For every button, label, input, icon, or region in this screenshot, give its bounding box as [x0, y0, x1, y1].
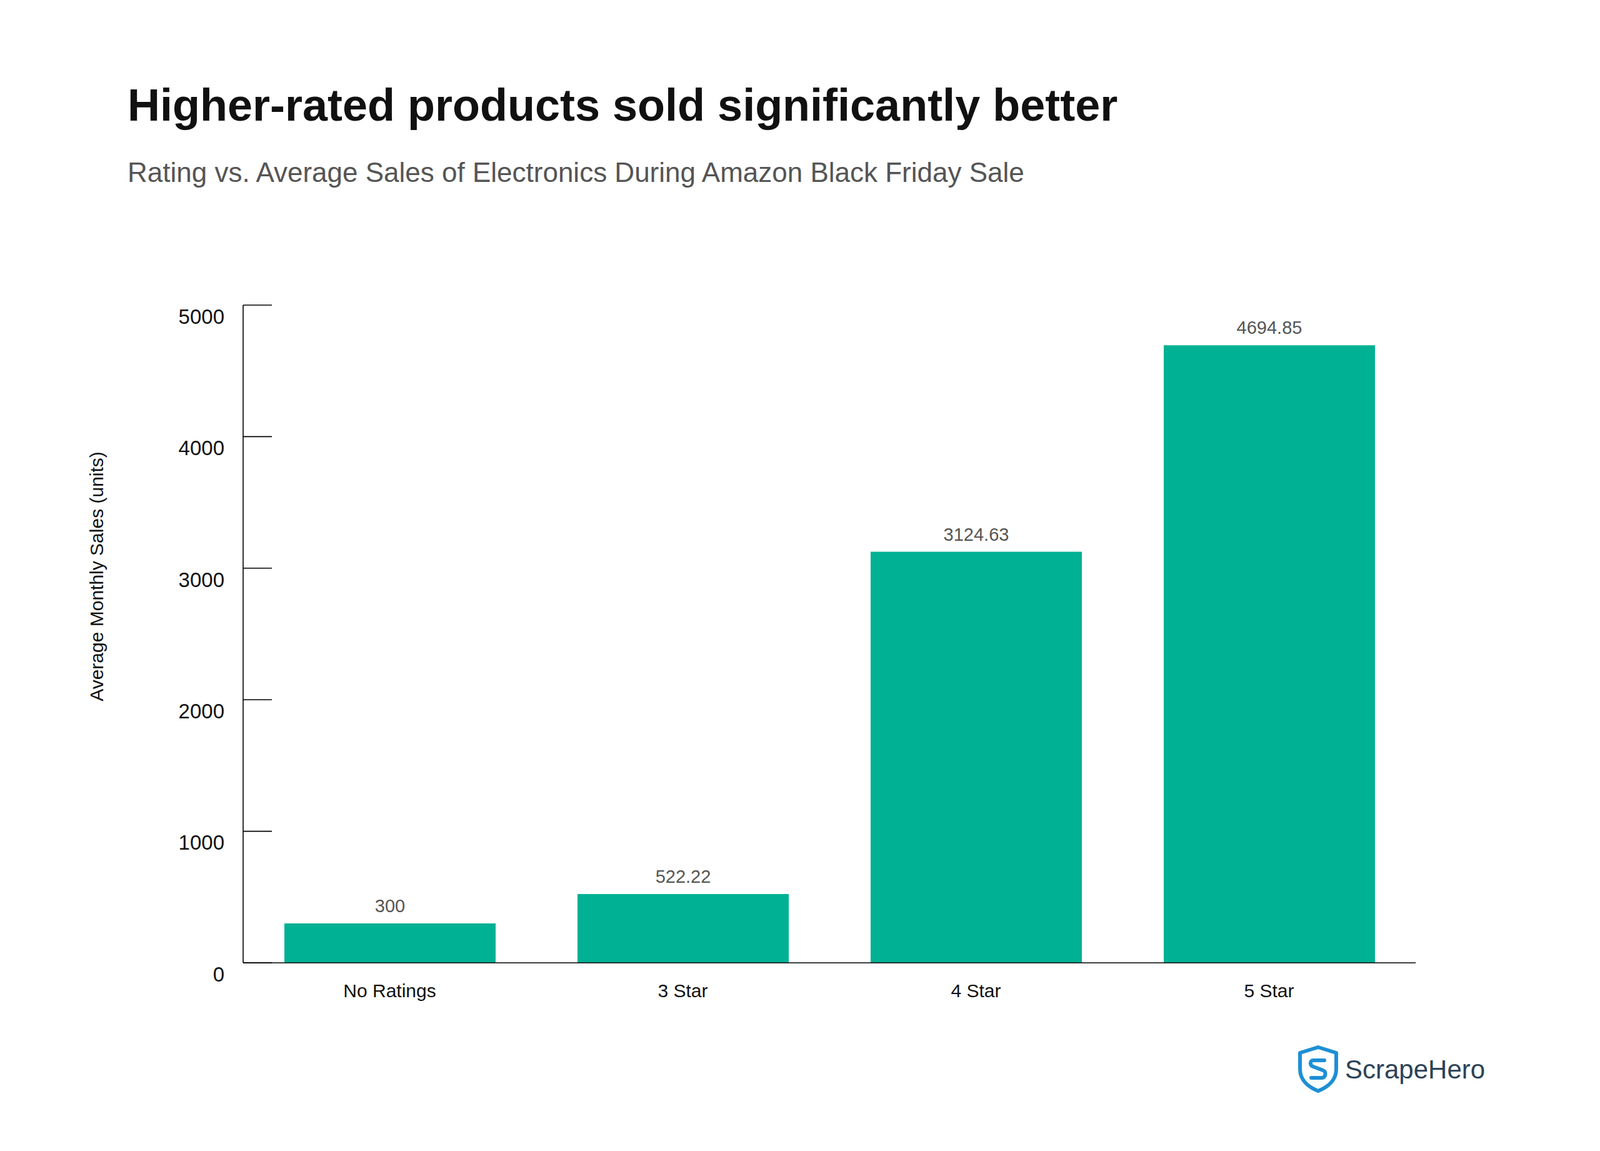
svg-text:No Ratings: No Ratings: [343, 980, 436, 1001]
svg-text:3000: 3000: [178, 568, 225, 592]
svg-text:5000: 5000: [178, 305, 225, 329]
svg-text:0: 0: [213, 962, 225, 986]
html-text:Rating vs. Average Sales of El: Rating vs. Average Sales of Electronics …: [127, 156, 1025, 188]
svg-text:1000: 1000: [178, 830, 225, 854]
html-text:Average Monthly Sales (units): Average Monthly Sales (units): [86, 451, 107, 702]
svg-text:300: 300: [375, 895, 405, 916]
svg-text:522.22: 522.22: [655, 866, 712, 887]
svg-text:3124.63: 3124.63: [943, 524, 1010, 545]
svg-text:4 Star: 4 Star: [950, 980, 1001, 1001]
svg-text:2000: 2000: [178, 699, 225, 723]
svg-text:3 Star: 3 Star: [657, 980, 708, 1001]
svg-text:4000: 4000: [178, 436, 225, 460]
svg-text:4694.85: 4694.85: [1236, 317, 1303, 338]
html-text:ScrapeHero: ScrapeHero: [1345, 1054, 1486, 1084]
html-text:Higher-rated products sold sig: Higher-rated products sold significantly…: [127, 80, 1118, 130]
svg-text:5 Star: 5 Star: [1243, 980, 1294, 1001]
